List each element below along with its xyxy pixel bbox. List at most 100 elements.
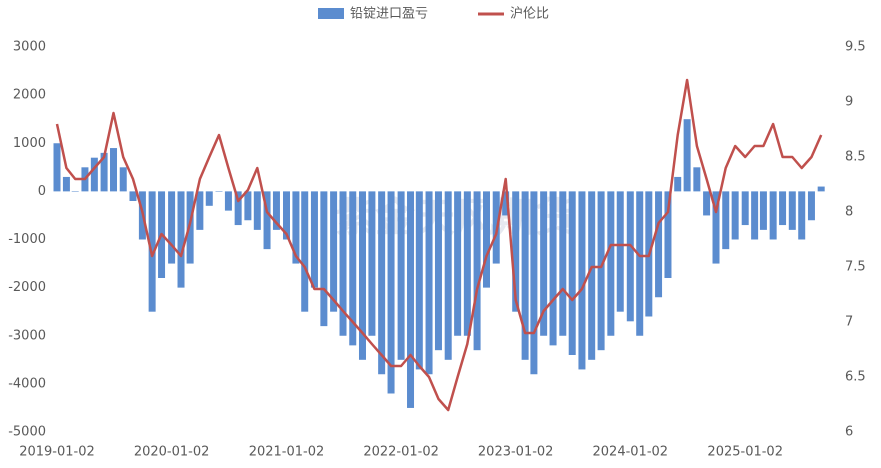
y2-tick-label: 9.5 — [845, 40, 866, 55]
bar — [674, 176, 682, 192]
bar — [196, 191, 204, 230]
bar — [434, 191, 442, 351]
bar — [549, 191, 557, 346]
bar — [502, 191, 510, 216]
bar — [741, 191, 749, 226]
bar — [463, 191, 471, 336]
bar — [454, 191, 462, 336]
bar — [798, 191, 806, 240]
bar — [378, 191, 386, 375]
bar — [415, 191, 423, 370]
bar — [722, 191, 730, 250]
bar — [320, 191, 328, 327]
bar — [110, 148, 118, 192]
bar — [788, 191, 796, 230]
bar — [283, 191, 291, 240]
y2-tick-label: 7.5 — [845, 260, 866, 275]
bar — [368, 191, 376, 336]
bar — [540, 191, 548, 336]
bar — [626, 191, 634, 322]
legend-label: 沪伦比 — [510, 6, 549, 22]
x-tick-label: 2020-01-02 — [134, 445, 210, 460]
bar — [779, 191, 787, 226]
bar — [473, 191, 481, 351]
bar — [425, 191, 433, 375]
bar — [397, 191, 405, 360]
bar — [530, 191, 538, 375]
x-tick-label: 2022-01-02 — [363, 445, 439, 460]
y-tick-label: 3000 — [13, 40, 46, 55]
bar — [655, 191, 663, 298]
bar — [119, 167, 127, 192]
bar — [578, 191, 586, 370]
bar — [607, 191, 615, 336]
bar — [712, 191, 720, 264]
y2-tick-label: 8 — [845, 205, 853, 220]
y2-tick-label: 7 — [845, 315, 853, 330]
bar — [807, 191, 815, 221]
bar — [292, 191, 300, 264]
bar — [71, 191, 79, 192]
bar — [234, 191, 242, 226]
y-tick-label: 2000 — [13, 88, 46, 103]
y-tick-label: -2000 — [8, 280, 46, 295]
bar — [559, 191, 567, 336]
bar — [62, 176, 70, 192]
y-tick-label: 1000 — [13, 136, 46, 151]
bar — [263, 191, 271, 250]
bar — [483, 191, 491, 288]
bar — [597, 191, 605, 351]
legend-swatch — [318, 8, 344, 19]
bar — [224, 191, 232, 211]
y2-tick-label: 6 — [845, 425, 853, 440]
bar — [588, 191, 596, 360]
bar — [759, 191, 767, 230]
x-tick-label: 2025-01-02 — [707, 445, 783, 460]
bar — [444, 191, 452, 360]
y-tick-label: -3000 — [8, 328, 46, 343]
bar — [339, 191, 347, 336]
bar — [693, 167, 701, 192]
bar — [616, 191, 624, 312]
bar — [310, 191, 318, 288]
bar — [177, 191, 185, 288]
bar — [129, 191, 137, 201]
bar — [703, 191, 711, 216]
bar — [244, 191, 252, 221]
y2-tick-label: 8.5 — [845, 150, 866, 165]
bar — [330, 191, 338, 312]
bar — [349, 191, 357, 346]
bar — [751, 191, 759, 240]
y-tick-label: -1000 — [8, 232, 46, 247]
x-tick-label: 2019-01-02 — [19, 445, 95, 460]
bar — [358, 191, 366, 360]
x-tick-label: 2021-01-02 — [249, 445, 325, 460]
bar — [301, 191, 309, 312]
bar — [90, 157, 98, 192]
bar — [205, 191, 213, 206]
x-tick-label: 2024-01-02 — [593, 445, 669, 460]
y-tick-label: -5000 — [8, 425, 46, 440]
bar — [168, 191, 176, 264]
bar — [731, 191, 739, 240]
y-tick-label: -4000 — [8, 376, 46, 391]
bar — [683, 119, 691, 192]
bar — [636, 191, 644, 336]
bar — [568, 191, 576, 355]
bar — [407, 191, 415, 408]
bar — [253, 191, 261, 230]
legend-label: 铅锭进口盈亏 — [350, 7, 428, 22]
y-tick-label: 0 — [38, 184, 46, 199]
line — [55, 78, 823, 412]
bar — [53, 143, 61, 192]
bar — [521, 191, 529, 360]
bar — [769, 191, 777, 240]
bar — [817, 186, 825, 192]
bar — [387, 191, 395, 394]
x-tick-label: 2023-01-02 — [478, 445, 554, 460]
bar — [215, 191, 223, 192]
bar — [100, 152, 108, 192]
y2-tick-label: 6.5 — [845, 370, 866, 385]
y2-tick-label: 9 — [845, 95, 853, 110]
